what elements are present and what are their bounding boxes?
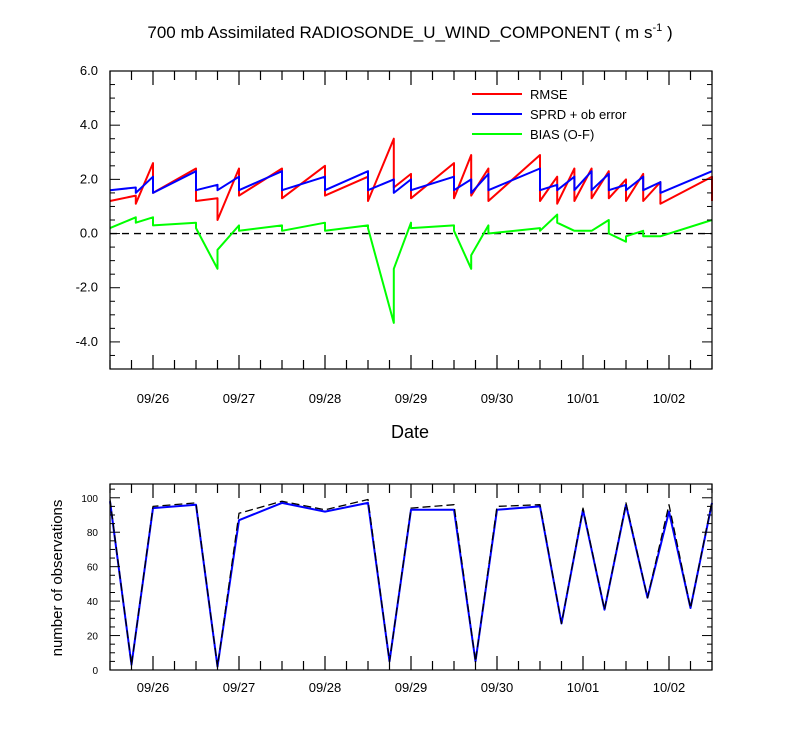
bottom-x-tick-label: 10/01 (567, 680, 600, 695)
legend-label-2: BIAS (O-F) (530, 127, 594, 142)
bottom-y-axis-label: number of observations (49, 500, 66, 657)
top-x-tick-label: 09/29 (395, 391, 428, 406)
bottom-y-tick-label: 100 (81, 494, 98, 505)
top-y-tick-label: 0.0 (80, 226, 98, 241)
top-series-2-line (109, 213, 713, 324)
bottom-x-tick-label: 10/02 (653, 680, 686, 695)
top-x-tick-label: 09/26 (137, 391, 170, 406)
bottom-x-tick-label: 09/27 (223, 680, 256, 695)
top-series-1-line (109, 167, 713, 194)
legend-label-1: SPRD + ob error (530, 107, 627, 122)
top-plot: 6.0 4.0 2.0 0.0 -2.0 -4.0 09/26 09/27 09/28 09/29… (76, 63, 713, 406)
bottom-y-tick-label: 20 (87, 632, 99, 643)
bottom-x-tick-label: 09/26 (137, 680, 170, 695)
legend-label-0: RMSE (530, 87, 568, 102)
bottom-y-tick-label: 60 (87, 563, 99, 574)
bottom-y-tick-label: 40 (87, 597, 99, 608)
chart-title-text: 700 mb Assimilated RADIOSONDE_U_WIND_COM… (147, 23, 652, 42)
chart-title-exponent: -1 (652, 22, 662, 34)
top-y-tick-label: -4.0 (76, 334, 98, 349)
top-y-tick-label: 6.0 (80, 63, 98, 78)
top-y-tick-label: -2.0 (76, 280, 98, 295)
bottom-x-tick-label: 09/30 (481, 680, 514, 695)
top-x-tick-label: 10/01 (567, 391, 600, 406)
top-y-tick-label: 4.0 (80, 117, 98, 132)
top-y-tick-label: 2.0 (80, 171, 98, 186)
chart-title: 700 mb Assimilated RADIOSONDE_U_WIND_COM… (147, 22, 672, 42)
bottom-plot: 100 80 60 40 20 0 09/26 09/27 09/28 09/29 09/30 10/… (81, 483, 713, 695)
top-x-tick-label: 09/30 (481, 391, 514, 406)
bottom-x-tick-label: 09/29 (395, 680, 428, 695)
bottom-x-tick-label: 09/28 (309, 680, 342, 695)
top-x-tick-label: 09/28 (309, 391, 342, 406)
top-x-tick-label: 09/27 (223, 391, 256, 406)
bottom-y-tick-label: 0 (92, 666, 98, 677)
top-x-axis-label: Date (391, 422, 429, 442)
chart-title-suffix: ) (662, 23, 672, 42)
bottom-y-tick-label: 80 (87, 528, 99, 539)
bottom-series-1-line (109, 498, 713, 668)
legend: RMSE SPRD + ob error BIAS (O-F) (472, 87, 627, 142)
top-x-tick-label: 10/02 (653, 391, 686, 406)
